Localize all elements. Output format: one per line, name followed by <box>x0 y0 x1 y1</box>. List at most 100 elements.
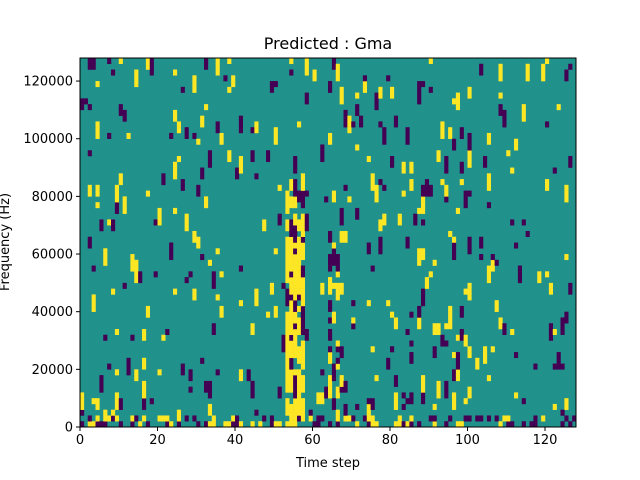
heatmap-cell <box>514 392 519 399</box>
heatmap-cell <box>293 259 298 266</box>
heatmap-cell <box>87 242 92 249</box>
heatmap-cell <box>421 248 426 255</box>
heatmap-cell <box>300 248 306 255</box>
heatmap-cell <box>452 248 457 255</box>
heatmap-cell <box>215 294 220 301</box>
heatmap-cell <box>87 63 92 70</box>
heatmap-cell <box>455 334 461 341</box>
heatmap-cell <box>452 392 457 399</box>
heatmap-cell <box>134 81 139 88</box>
heatmap-cell <box>250 380 255 387</box>
heatmap-cell <box>254 294 259 301</box>
heatmap-cell <box>328 352 333 359</box>
heatmap-cell <box>351 415 356 422</box>
heatmap-cell <box>452 138 457 145</box>
heatmap-cell <box>448 127 453 134</box>
heatmap-cell <box>444 386 449 393</box>
heatmap-cell <box>192 75 197 82</box>
heatmap-cell <box>246 375 251 382</box>
heatmap-cell <box>173 115 178 122</box>
heatmap-cell <box>328 282 333 289</box>
heatmap-cell <box>111 69 116 76</box>
heatmap-cell <box>432 415 437 422</box>
heatmap-cell <box>289 352 294 359</box>
heatmap-cell <box>366 300 371 307</box>
heatmap-cell <box>285 369 290 376</box>
heatmap-cell <box>134 75 139 82</box>
heatmap-cell <box>300 202 306 209</box>
heatmap-cell <box>300 398 306 405</box>
heatmap-cell <box>300 242 306 249</box>
heatmap-cell <box>331 248 337 255</box>
heatmap-cell <box>293 334 298 341</box>
heatmap-cell <box>285 346 290 353</box>
heatmap-cell <box>165 328 170 335</box>
heatmap-cell <box>289 380 294 387</box>
heatmap-cell <box>130 415 135 422</box>
heatmap-cell <box>293 236 298 243</box>
heatmap-cell <box>444 340 449 347</box>
heatmap-cell <box>331 196 337 203</box>
heatmap-cell <box>320 288 325 295</box>
heatmap-cell <box>130 259 135 266</box>
heatmap-cell <box>200 167 205 174</box>
heatmap-cell <box>176 121 182 128</box>
heatmap-cell <box>118 173 123 180</box>
heatmap-cell <box>428 190 433 197</box>
heatmap-cell <box>390 161 395 168</box>
heatmap-cell <box>475 363 480 370</box>
heatmap-cell <box>409 167 414 174</box>
heatmap-cell <box>432 259 437 266</box>
heatmap-cell <box>521 115 526 122</box>
heatmap-cell <box>238 300 244 307</box>
heatmap-cell <box>459 179 464 186</box>
heatmap-cell <box>289 277 294 284</box>
heatmap-cell <box>564 403 569 410</box>
heatmap-cell <box>521 398 526 405</box>
heatmap-cell <box>207 150 213 157</box>
heatmap-cell <box>118 179 123 186</box>
heatmap-cell <box>161 179 166 186</box>
heatmap-cell <box>421 386 426 393</box>
heatmap-cell <box>428 184 433 191</box>
heatmap-cell <box>486 184 492 191</box>
heatmap-cell <box>289 363 294 370</box>
heatmap-cell <box>142 334 147 341</box>
heatmap-cell <box>502 121 507 128</box>
heatmap-cell <box>328 380 333 387</box>
heatmap-cell <box>300 277 306 284</box>
heatmap-cell <box>300 282 306 289</box>
heatmap-cell <box>130 254 135 261</box>
heatmap-cell <box>424 179 430 186</box>
heatmap-cell <box>281 346 286 353</box>
heatmap-cell <box>343 121 348 128</box>
heatmap-cell <box>374 184 379 191</box>
heatmap-cell <box>382 219 387 226</box>
heatmap-cell <box>409 340 414 347</box>
heatmap-cell <box>300 328 306 335</box>
heatmap-cell <box>281 282 286 289</box>
heatmap-cell <box>300 380 306 387</box>
heatmap-cell <box>335 363 340 370</box>
x-tick-label: 20 <box>149 433 166 448</box>
heatmap-cell <box>114 207 120 214</box>
heatmap-cell <box>324 386 329 393</box>
heatmap-cell <box>452 242 457 249</box>
heatmap-cell <box>238 115 244 122</box>
heatmap-cell <box>331 190 337 197</box>
heatmap-cell <box>409 352 414 359</box>
heatmap-cell <box>285 334 290 341</box>
heatmap-cell <box>250 328 255 335</box>
heatmap-cell <box>87 421 92 428</box>
heatmap-cell <box>157 207 162 214</box>
heatmap-cell <box>134 415 139 422</box>
heatmap-cell <box>339 213 344 220</box>
heatmap-cell <box>421 202 426 209</box>
heatmap-cell <box>122 109 127 116</box>
heatmap-cell <box>285 386 290 393</box>
heatmap-cell <box>211 282 216 289</box>
heatmap-cell <box>498 75 503 82</box>
heatmap-cell <box>285 202 290 209</box>
heatmap-cell <box>297 328 302 335</box>
